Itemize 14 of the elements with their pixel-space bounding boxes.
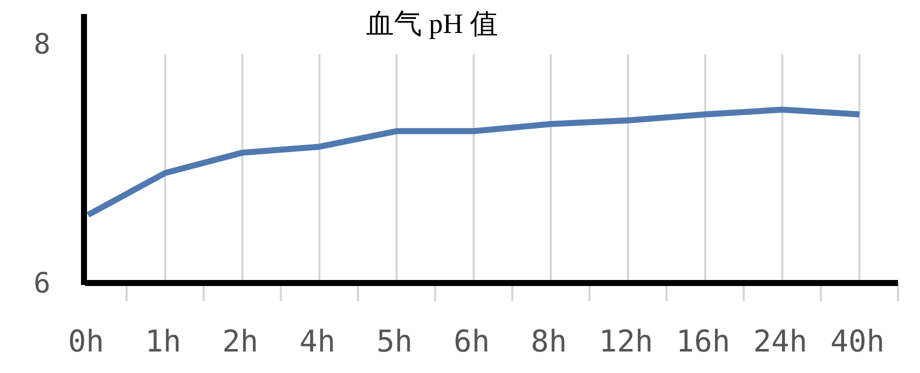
x-tick-label: 1h: [145, 324, 182, 360]
chart-title: 血气 pH 值: [366, 9, 498, 40]
x-tick-label: 12h: [598, 324, 654, 360]
x-tick-label: 40h: [830, 324, 885, 360]
x-tick-label: 2h: [222, 324, 258, 360]
x-tick-label: 6h: [454, 324, 490, 360]
x-tick-label: 5h: [376, 324, 413, 360]
x-tick-label: 0h: [68, 324, 104, 360]
x-tick-label: 24h: [753, 324, 808, 360]
x-tick-label: 4h: [299, 324, 336, 360]
y-tick-label: 8: [34, 27, 50, 60]
y-tick-label: 6: [34, 266, 50, 300]
x-tick-label: 8h: [530, 324, 567, 360]
x-tick-label: 16h: [676, 324, 730, 360]
